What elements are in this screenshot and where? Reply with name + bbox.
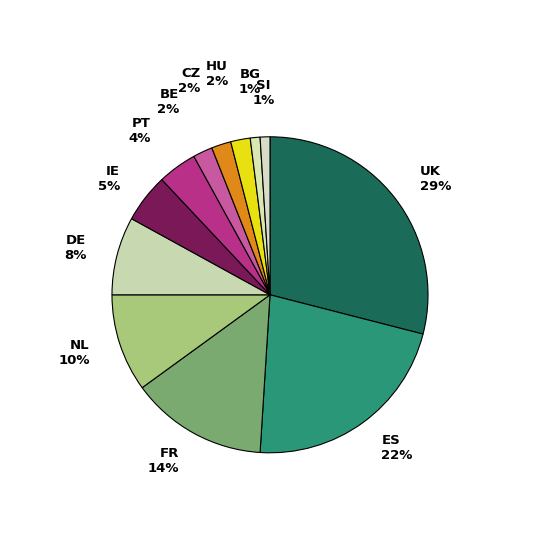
Wedge shape xyxy=(112,295,270,388)
Wedge shape xyxy=(194,148,270,295)
Text: BE
2%: BE 2% xyxy=(157,88,179,116)
Text: IE
5%: IE 5% xyxy=(98,165,120,193)
Text: UK
29%: UK 29% xyxy=(420,165,451,193)
Wedge shape xyxy=(260,295,423,453)
Wedge shape xyxy=(142,295,270,453)
Text: PT
4%: PT 4% xyxy=(129,117,151,145)
Wedge shape xyxy=(162,156,270,295)
Text: NL
10%: NL 10% xyxy=(58,339,90,367)
Text: CZ
2%: CZ 2% xyxy=(178,68,201,95)
Text: HU
2%: HU 2% xyxy=(206,60,228,88)
Wedge shape xyxy=(132,180,270,295)
Wedge shape xyxy=(260,137,270,295)
Text: DE
8%: DE 8% xyxy=(64,234,86,262)
Text: ES
22%: ES 22% xyxy=(381,434,413,462)
Wedge shape xyxy=(231,138,270,295)
Wedge shape xyxy=(270,137,428,334)
Wedge shape xyxy=(212,142,270,295)
Text: BG
1%: BG 1% xyxy=(239,69,261,97)
Text: FR
14%: FR 14% xyxy=(147,447,179,475)
Wedge shape xyxy=(112,219,270,295)
Text: SI
1%: SI 1% xyxy=(253,79,275,107)
Wedge shape xyxy=(250,137,270,295)
